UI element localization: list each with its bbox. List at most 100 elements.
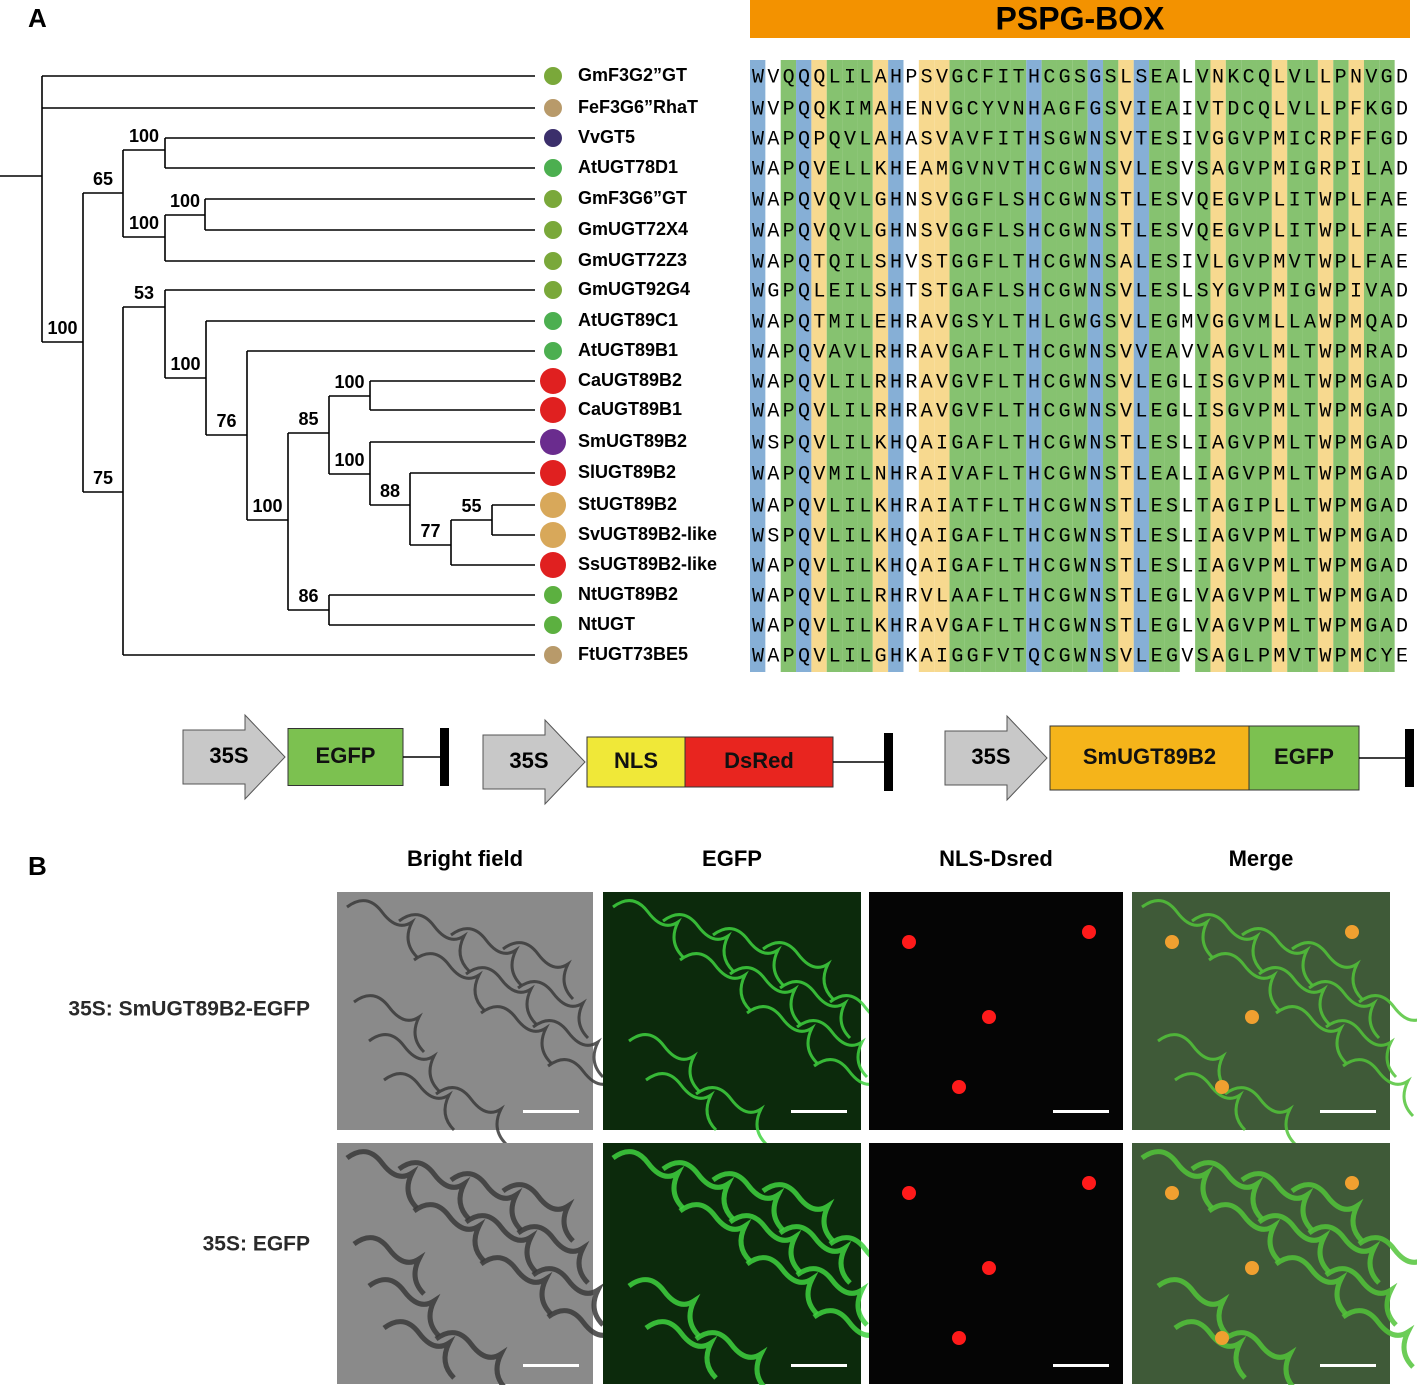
species-icon bbox=[544, 99, 562, 117]
construct-part bbox=[287, 728, 404, 786]
taxon-name: GmUGT92G4 bbox=[578, 279, 690, 299]
nucleus bbox=[1165, 1186, 1179, 1200]
alignment-column bbox=[1056, 60, 1073, 672]
alignment-column bbox=[1271, 60, 1288, 672]
cell-outline bbox=[1324, 1266, 1398, 1327]
micrograph bbox=[603, 1143, 902, 1390]
cell-outline bbox=[746, 1005, 819, 1065]
sequence: WAPQVLILRHRAVGVFLTHCGWNSVLEGLISGVPMLTWPM… bbox=[752, 400, 1408, 423]
species-icon bbox=[544, 190, 562, 208]
taxon-name: AtUGT78D1 bbox=[578, 157, 678, 177]
cell-outline bbox=[464, 1213, 538, 1274]
micrograph bbox=[337, 1143, 620, 1390]
species-icon bbox=[540, 429, 566, 455]
cell-outline bbox=[1208, 952, 1281, 1012]
part-label: EGFP bbox=[1274, 744, 1334, 769]
cell-outline bbox=[712, 927, 785, 987]
cell-outline bbox=[345, 1149, 419, 1210]
alignment-column bbox=[964, 60, 981, 672]
cell-outline bbox=[501, 1182, 575, 1243]
promoter-arrow bbox=[482, 718, 586, 806]
cell-outline bbox=[1156, 1277, 1230, 1338]
support-value: 85 bbox=[298, 409, 318, 429]
panel-label: B bbox=[28, 851, 47, 881]
nucleus bbox=[1345, 925, 1359, 939]
cell-outline bbox=[516, 1224, 590, 1285]
cell-outline bbox=[1342, 1058, 1415, 1118]
cell-outline bbox=[480, 1005, 553, 1065]
support-value: 100 bbox=[47, 318, 77, 338]
species-icon bbox=[540, 368, 566, 394]
construct-part bbox=[586, 736, 686, 788]
support-value: 55 bbox=[461, 496, 481, 516]
part-label: EGFP bbox=[316, 743, 376, 768]
cell-outline bbox=[1157, 1033, 1230, 1093]
species-icon bbox=[544, 342, 562, 360]
alignment-column bbox=[1164, 60, 1180, 672]
alignment-column bbox=[872, 60, 889, 672]
taxon-name: SmUGT89B2 bbox=[578, 431, 687, 451]
alignment-column bbox=[1118, 60, 1134, 672]
cell-outline bbox=[644, 1319, 718, 1380]
support-value: 65 bbox=[93, 169, 113, 189]
promoter-label: 35S bbox=[509, 748, 548, 773]
support-value: 88 bbox=[380, 481, 400, 501]
species-icon bbox=[544, 646, 562, 664]
species-icon bbox=[544, 221, 562, 239]
alignment-column bbox=[949, 60, 965, 672]
cell-outline bbox=[398, 913, 471, 973]
taxon-name: SvUGT89B2-like bbox=[578, 524, 717, 544]
nucleus bbox=[1345, 1176, 1359, 1190]
promoter-arrow bbox=[944, 714, 1048, 802]
construct-part bbox=[1248, 725, 1360, 791]
cell-outline bbox=[627, 1277, 701, 1338]
nucleus bbox=[1215, 1331, 1229, 1345]
cell-outline bbox=[779, 980, 852, 1040]
sequence: WAPQTMILEHRAVGSYLTHLGWGSVLEGMVGGVMLLAWPM… bbox=[752, 311, 1408, 334]
nucleus bbox=[982, 1010, 996, 1024]
cell-outline bbox=[1341, 1308, 1415, 1369]
alignment-column bbox=[1010, 60, 1027, 672]
sequence: WSPQVLILKHQAIGAFLTHCGWNSTLESLIAGVPMLTWPM… bbox=[752, 432, 1408, 455]
cell-outline bbox=[449, 1171, 523, 1232]
taxon-name: FeF3G6”RhaT bbox=[578, 97, 698, 117]
support-value: 76 bbox=[216, 411, 236, 431]
alignment-column bbox=[1348, 60, 1364, 672]
nucleus bbox=[902, 1186, 916, 1200]
taxon-name: GmF3G2”GT bbox=[578, 65, 687, 85]
cell-outline bbox=[612, 899, 685, 959]
micrograph bbox=[869, 1143, 1123, 1384]
sequence: WAPQVLILGHKAIGGFVTQCGWNSVLEGVSAGLPMVTWPM… bbox=[752, 645, 1408, 668]
cell-outline bbox=[661, 1160, 735, 1221]
cell-outline bbox=[1307, 1224, 1381, 1285]
micrograph-bg bbox=[869, 892, 1123, 1130]
cell-outline bbox=[353, 994, 426, 1054]
taxon-name: GmUGT72X4 bbox=[578, 219, 688, 239]
cell-outline bbox=[502, 941, 575, 1001]
cell-outline bbox=[412, 1202, 486, 1263]
support-value: 100 bbox=[252, 496, 282, 516]
scale-bar bbox=[523, 1364, 579, 1367]
sequence: WAPQTQILSHVSTGGFLTHCGWNSALESIVLGVPMVTWPL… bbox=[752, 251, 1408, 274]
scale-bar bbox=[1053, 1364, 1109, 1367]
alignment-column bbox=[1210, 60, 1226, 672]
species-icon bbox=[540, 552, 566, 578]
support-value: 75 bbox=[93, 468, 113, 488]
alignment-column bbox=[842, 60, 858, 672]
cell-outline bbox=[762, 941, 835, 1001]
alignment-column bbox=[826, 60, 843, 672]
cell-outline bbox=[611, 1149, 685, 1210]
micrograph-bg bbox=[603, 892, 861, 1130]
cell-outline bbox=[346, 899, 419, 959]
cell-outline bbox=[352, 1235, 426, 1296]
support-value: 53 bbox=[134, 283, 154, 303]
cell-outline bbox=[435, 1086, 508, 1146]
sequence: WAPQVLILKHRAVGAFLTHCGWNSTLEGLVAGVPMLTWPM… bbox=[752, 615, 1408, 638]
species-icon bbox=[544, 129, 562, 147]
cell-outline bbox=[1325, 1019, 1398, 1079]
taxon-name: CaUGT89B1 bbox=[578, 399, 682, 419]
alignment-column bbox=[1195, 60, 1211, 672]
banner-text: PSPG-BOX bbox=[996, 0, 1166, 36]
cell-outline bbox=[745, 1255, 819, 1316]
